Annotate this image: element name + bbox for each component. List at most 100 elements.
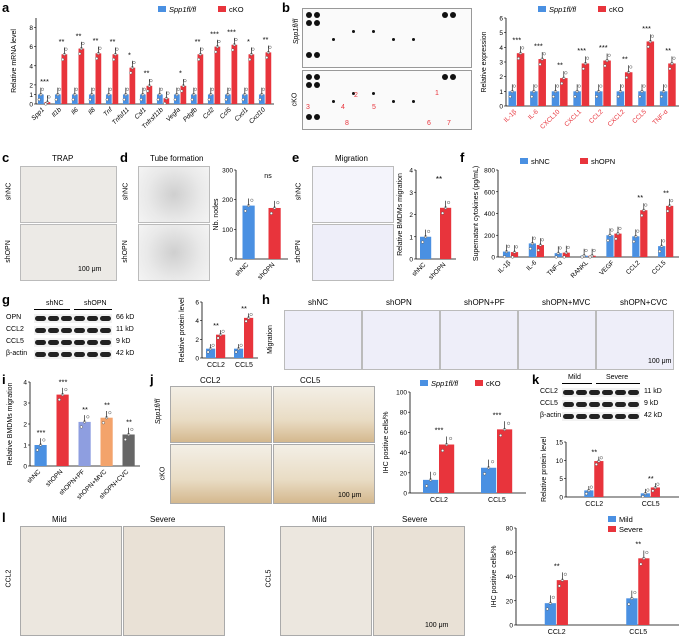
data-point [95,57,99,61]
ihc-l-col-severe-right: Severe [402,515,428,524]
blot-num-3: 3 [306,104,310,111]
data-point [646,45,650,49]
trap-row-shopn: shOPN [4,240,12,263]
data-point [216,336,220,340]
bar [265,52,272,104]
ihc-l-col-severe-left: Severe [150,515,176,524]
data-point [645,550,649,554]
bar [603,60,611,106]
chart-d: 0 100 200 300 Nb. nodes shNC shOPN ns [213,168,288,281]
x-tick-label: CXCL1 [563,108,583,128]
significance-mark: *** [642,24,651,33]
panel-label-h: h [262,292,270,307]
h-col-label: shNC [308,298,329,307]
wb-kda-label: 11 kD [116,326,134,333]
bar [173,94,180,104]
bar [640,493,650,497]
y-tick-label: 6 [195,300,199,307]
data-point [640,213,644,217]
data-point [210,87,214,91]
x-tick-label: CCL2 [625,259,642,276]
wb-band [87,328,98,333]
data-point [599,84,603,88]
data-point [149,79,153,83]
bar [508,91,517,106]
y-axis-label: Relative expression [481,31,488,92]
y-tick-label: 4 [195,318,199,325]
data-point [130,427,134,431]
bar [95,53,102,104]
data-point [508,95,512,99]
legend-swatch [580,158,588,164]
bar [640,210,648,257]
wb-band [35,340,46,345]
data-point [268,45,272,49]
data-point [551,595,555,599]
legend-swatch [475,380,483,386]
blot-ctrl-label: Spp1fl/fl [293,18,301,45]
wb-row-label: OPN [6,314,22,321]
y-tick-label: 0 [195,356,199,363]
bar [632,236,640,257]
migration-row-shopn: shOPN [294,240,302,263]
x-tick-label: Tnfsf11 [111,106,131,126]
data-point [516,56,520,60]
data-point [603,64,607,68]
legend-label: shOPN [591,157,615,166]
wb-row-label: CCL2 [540,388,558,395]
wb-strip [34,314,112,323]
blot-spot [372,30,375,33]
x-tick-label: CCL2 [207,362,225,369]
data-point [122,98,126,102]
bar [528,243,536,257]
data-point [244,319,248,323]
wb-band [87,316,98,321]
x-tick-label: Il8 [87,106,97,116]
wb-band [48,352,59,357]
y-tick-label: 200 [484,233,495,240]
wb-band [48,328,59,333]
significance-mark: ** [93,36,99,45]
data-point [606,238,610,242]
data-point [101,421,105,425]
data-point [42,438,46,442]
ihc-l-col-mild-left: Mild [52,515,67,524]
significance-mark: ** [213,321,219,330]
y-tick-label: 20 [506,598,514,605]
blot-num-6: 6 [427,120,431,127]
x-tick-label: CCL5 [642,501,660,508]
wb-band [589,390,600,395]
wb-band [48,340,59,345]
wb-group-line-shnc [34,309,70,310]
y-tick-label: 5 [499,30,503,37]
data-point [35,448,39,452]
data-point [129,71,133,75]
y-tick-label: 100 [396,390,407,397]
y-tick-label: 60 [400,430,408,437]
data-point [672,56,676,60]
panel-label-j: j [150,372,154,387]
data-point [560,81,564,85]
data-point [37,98,41,102]
significance-mark: * [128,50,131,59]
blot-cko-label: cKO [291,92,299,107]
x-tick-label: CCL2 [585,501,603,508]
data-point [88,98,92,102]
legend-swatch [598,6,606,12]
wb-band [61,352,72,357]
data-point [584,492,588,496]
chart-l: 0 20 40 60 80 IHC positive cells/% CCL2 ** CCL5 *… [491,515,679,636]
significance-mark: ** [76,31,82,40]
bar [423,479,439,493]
data-point [650,34,654,38]
blot-spot [450,74,456,80]
bar [481,467,497,493]
h-migration-image [596,310,674,370]
bar [206,348,216,358]
wb-k-severe: Severe [606,374,629,381]
data-point [57,398,61,402]
panel-label-k: k [532,372,540,387]
y-tick-label: 2 [499,74,503,81]
wb-band [61,340,72,345]
data-point [629,65,633,69]
